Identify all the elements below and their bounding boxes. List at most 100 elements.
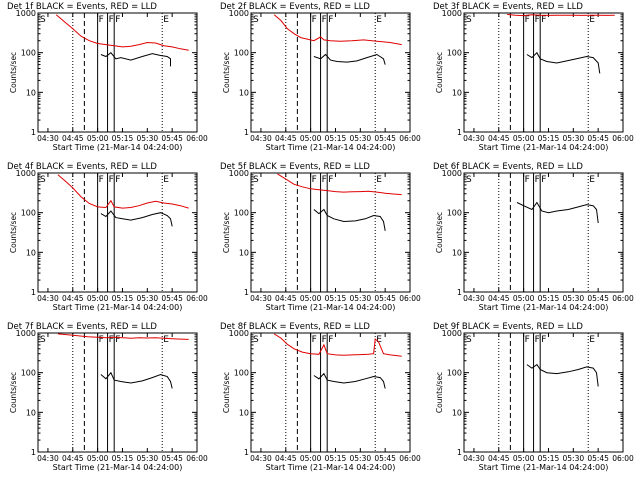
panel-2: Det 2f BLACK = Events, RED = LLD 1 10 100 10… bbox=[220, 2, 421, 152]
panel-8: Det 8f BLACK = Events, RED = LLD 1 10 100 10… bbox=[220, 322, 421, 472]
x-tick-label: 05:00 bbox=[300, 454, 322, 463]
x-tick-label: 04:45 bbox=[62, 294, 84, 303]
x-tick-label: 05:15 bbox=[112, 454, 134, 463]
y-tick-label: 100 bbox=[447, 369, 462, 378]
corner-label: S bbox=[253, 335, 259, 345]
marker-label: E bbox=[376, 175, 382, 185]
x-tick-label: 04:45 bbox=[275, 454, 297, 463]
y-axis-label: Counts/sec bbox=[435, 212, 444, 253]
y-axis-label: Counts/sec bbox=[9, 212, 18, 253]
x-tick-label: 04:45 bbox=[488, 294, 510, 303]
x-tick-label: 04:30 bbox=[250, 134, 272, 143]
x-axis-label: Start Time (21-Mar-14 04:24:00) bbox=[266, 303, 396, 312]
y-tick-label: 1 bbox=[457, 288, 462, 297]
marker-label: F bbox=[322, 335, 327, 345]
x-axis-label: Start Time (21-Mar-14 04:24:00) bbox=[479, 143, 609, 152]
plot-frame bbox=[37, 332, 198, 453]
y-tick-label: 100 bbox=[234, 209, 249, 218]
x-tick-label: 05:45 bbox=[587, 134, 609, 143]
x-tick-label: 06:00 bbox=[612, 134, 634, 143]
panel-3: Det 3f BLACK = Events, RED = LLD 1 10 100 10… bbox=[433, 2, 634, 152]
x-tick-label: 05:45 bbox=[587, 294, 609, 303]
x-tick-label: 04:30 bbox=[250, 294, 272, 303]
x-tick-label: 05:15 bbox=[325, 294, 347, 303]
x-tick-label: 05:00 bbox=[513, 294, 535, 303]
x-tick-label: 06:00 bbox=[612, 294, 634, 303]
x-tick-label: 06:00 bbox=[186, 134, 208, 143]
series-events-line bbox=[516, 201, 599, 224]
corner-label: S bbox=[466, 15, 472, 25]
series-events-line bbox=[100, 371, 173, 389]
y-tick-label: 10 bbox=[239, 408, 249, 417]
series-events-line bbox=[526, 363, 599, 387]
x-tick-label: 04:45 bbox=[488, 454, 510, 463]
corner-label: S bbox=[40, 335, 46, 345]
marker-label: F bbox=[535, 175, 540, 185]
y-tick-label: 10 bbox=[26, 88, 36, 97]
y-tick-label: 100 bbox=[21, 209, 36, 218]
series-lld-line bbox=[55, 14, 189, 51]
marker-label: F bbox=[109, 335, 114, 345]
marker-label: E bbox=[589, 15, 595, 25]
marker-label: E bbox=[589, 175, 595, 185]
y-tick-label: 1 bbox=[31, 288, 36, 297]
marker-label: F bbox=[99, 15, 104, 25]
x-tick-label: 05:30 bbox=[137, 134, 159, 143]
marker-label: F bbox=[115, 15, 120, 25]
panel-9: Det 9f BLACK = Events, RED = LLD 1 10 100 10… bbox=[433, 322, 634, 472]
y-tick-label: 100 bbox=[234, 49, 249, 58]
series-events-line bbox=[526, 51, 601, 74]
y-axis-label: Counts/sec bbox=[9, 372, 18, 413]
series-lld-line bbox=[273, 333, 402, 357]
y-axis-label: Counts/sec bbox=[9, 52, 18, 93]
y-tick-label: 1000 bbox=[16, 329, 36, 338]
y-tick-label: 1000 bbox=[229, 9, 249, 18]
panel-6: Det 6f BLACK = Events, RED = LLD 1 10 100 10… bbox=[433, 162, 634, 312]
series-lld-line bbox=[507, 13, 615, 17]
x-tick-label: 05:45 bbox=[587, 454, 609, 463]
x-tick-label: 05:15 bbox=[538, 294, 560, 303]
x-tick-label: 05:15 bbox=[325, 454, 347, 463]
x-tick-label: 05:30 bbox=[563, 454, 585, 463]
plot-frame bbox=[37, 12, 198, 133]
y-axis-label: Counts/sec bbox=[435, 52, 444, 93]
marker-label: F bbox=[525, 175, 530, 185]
y-axis-label: Counts/sec bbox=[435, 372, 444, 413]
corner-label: S bbox=[40, 15, 46, 25]
marker-label: F bbox=[99, 335, 104, 345]
plot-frame bbox=[250, 332, 411, 453]
y-tick-label: 1 bbox=[457, 448, 462, 457]
x-tick-label: 05:45 bbox=[374, 134, 396, 143]
x-tick-label: 04:45 bbox=[62, 134, 84, 143]
series-events-line bbox=[313, 372, 386, 389]
series-events-line bbox=[313, 208, 386, 231]
x-tick-label: 04:30 bbox=[37, 294, 59, 303]
x-tick-label: 05:45 bbox=[161, 134, 183, 143]
x-tick-label: 05:15 bbox=[112, 294, 134, 303]
x-tick-label: 05:00 bbox=[513, 134, 535, 143]
marker-label: E bbox=[376, 15, 382, 25]
panel-1: Det 1f BLACK = Events, RED = LLD 1 10 100 10… bbox=[7, 2, 208, 152]
x-tick-label: 05:30 bbox=[137, 454, 159, 463]
marker-label: F bbox=[322, 175, 327, 185]
x-tick-label: 05:00 bbox=[87, 134, 109, 143]
x-tick-label: 05:30 bbox=[563, 294, 585, 303]
marker-label: F bbox=[312, 15, 317, 25]
x-tick-label: 05:15 bbox=[538, 134, 560, 143]
plot-frame bbox=[250, 172, 411, 293]
y-tick-label: 1 bbox=[244, 448, 249, 457]
x-axis-label: Start Time (21-Mar-14 04:24:00) bbox=[53, 463, 183, 472]
corner-label: S bbox=[253, 175, 259, 185]
x-tick-label: 04:30 bbox=[463, 454, 485, 463]
y-tick-label: 10 bbox=[239, 248, 249, 257]
x-tick-label: 05:45 bbox=[374, 294, 396, 303]
marker-label: F bbox=[115, 335, 120, 345]
y-tick-label: 1000 bbox=[442, 9, 462, 18]
y-tick-label: 10 bbox=[26, 408, 36, 417]
y-axis-label: Counts/sec bbox=[222, 372, 231, 413]
marker-label: F bbox=[322, 15, 327, 25]
panel-4: Det 4f BLACK = Events, RED = LLD 1 10 100 10… bbox=[7, 162, 208, 312]
marker-label: E bbox=[163, 335, 169, 345]
x-tick-label: 05:45 bbox=[161, 294, 183, 303]
panel-title: Det 6f BLACK = Events, RED = LLD bbox=[433, 162, 583, 172]
